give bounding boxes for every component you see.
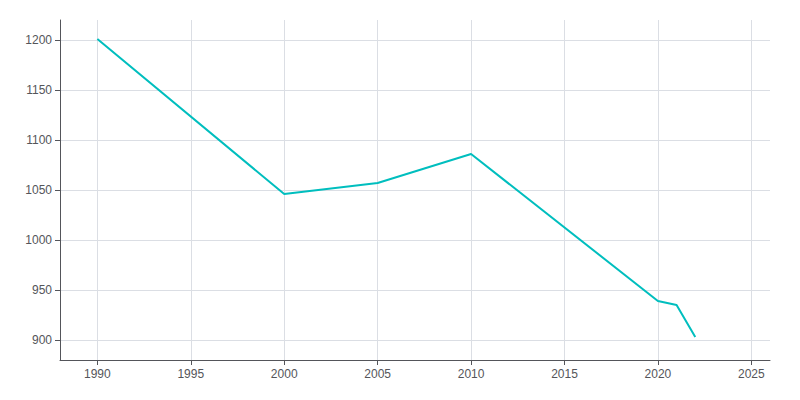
svg-text:1050: 1050 xyxy=(25,183,52,197)
svg-text:1995: 1995 xyxy=(177,367,204,381)
svg-text:950: 950 xyxy=(32,283,52,297)
svg-text:2010: 2010 xyxy=(458,367,485,381)
svg-text:2015: 2015 xyxy=(551,367,578,381)
svg-text:2020: 2020 xyxy=(645,367,672,381)
svg-text:900: 900 xyxy=(32,333,52,347)
svg-text:1150: 1150 xyxy=(26,83,52,97)
svg-text:1000: 1000 xyxy=(25,233,52,247)
svg-text:2025: 2025 xyxy=(738,367,765,381)
svg-text:1100: 1100 xyxy=(26,133,52,147)
svg-text:1200: 1200 xyxy=(25,33,52,47)
svg-text:2005: 2005 xyxy=(364,367,391,381)
svg-text:2000: 2000 xyxy=(271,367,298,381)
svg-text:1990: 1990 xyxy=(84,367,111,381)
